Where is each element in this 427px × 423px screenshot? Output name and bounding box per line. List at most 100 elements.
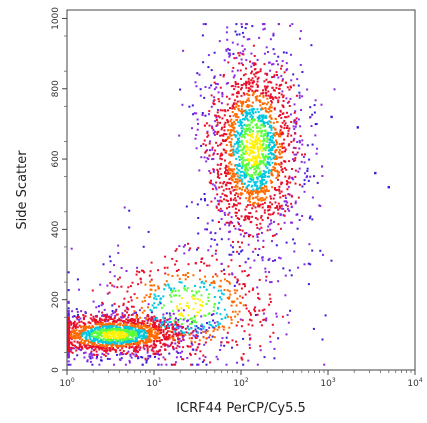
data-point — [252, 126, 255, 129]
data-point — [270, 100, 273, 102]
data-point — [70, 331, 73, 334]
data-point — [211, 219, 214, 222]
data-point — [275, 163, 278, 166]
data-point — [151, 304, 154, 307]
data-point — [122, 328, 125, 331]
data-point — [69, 350, 72, 353]
data-point — [208, 113, 210, 116]
data-point — [236, 217, 239, 220]
data-point — [157, 357, 160, 360]
data-point — [267, 213, 270, 216]
data-point — [256, 233, 259, 236]
data-point — [270, 126, 273, 129]
data-point — [143, 323, 146, 326]
data-point — [263, 80, 266, 83]
data-point — [249, 149, 252, 152]
data-point — [180, 340, 183, 342]
data-point — [163, 266, 166, 269]
data-point — [230, 138, 233, 141]
data-point — [315, 123, 318, 125]
data-point — [260, 145, 263, 148]
data-point — [128, 345, 131, 348]
data-point — [109, 339, 112, 342]
data-point — [76, 326, 79, 329]
data-point — [155, 316, 158, 319]
data-point — [269, 340, 272, 343]
data-point — [264, 154, 267, 157]
data-point — [263, 356, 266, 359]
data-point — [140, 269, 143, 272]
data-point — [298, 167, 301, 170]
data-point — [217, 289, 220, 292]
data-point — [225, 48, 228, 51]
data-point — [137, 344, 140, 347]
data-point — [190, 317, 193, 320]
data-point — [242, 337, 245, 340]
data-point — [141, 311, 144, 314]
data-point — [204, 144, 207, 147]
data-point — [256, 176, 259, 179]
data-point — [146, 345, 149, 348]
data-point — [292, 84, 295, 87]
data-point — [313, 175, 315, 178]
data-point — [154, 295, 157, 298]
data-point — [271, 146, 274, 148]
data-point — [242, 53, 245, 56]
data-point — [262, 120, 265, 123]
data-point — [140, 327, 142, 330]
data-point — [242, 114, 245, 117]
data-point — [232, 176, 235, 179]
data-point — [278, 189, 281, 192]
data-point — [195, 321, 198, 324]
data-point — [91, 289, 94, 292]
data-point — [276, 121, 279, 123]
data-point — [128, 209, 131, 212]
data-point — [128, 320, 131, 323]
data-point — [132, 305, 135, 308]
data-point — [200, 156, 203, 159]
data-point — [230, 145, 233, 148]
data-point — [132, 333, 135, 336]
data-point — [280, 156, 283, 159]
data-point — [149, 270, 152, 273]
data-point — [107, 352, 110, 355]
data-point — [241, 125, 244, 128]
data-point — [293, 119, 296, 122]
data-point — [127, 327, 130, 330]
data-point — [163, 323, 165, 326]
data-point — [248, 152, 251, 155]
data-point — [256, 162, 259, 165]
data-point — [232, 128, 235, 131]
data-point — [78, 318, 81, 321]
data-point — [223, 59, 226, 62]
data-point — [124, 324, 127, 327]
data-point — [103, 353, 106, 356]
data-point — [98, 310, 100, 313]
data-point — [256, 134, 259, 137]
data-point — [243, 283, 246, 286]
data-point — [215, 82, 217, 85]
data-point — [159, 302, 162, 305]
data-point — [244, 208, 247, 211]
data-point — [259, 120, 262, 123]
data-point — [247, 134, 250, 137]
data-point — [256, 147, 259, 150]
data-point — [136, 343, 138, 346]
data-point — [242, 185, 245, 188]
data-point — [76, 346, 79, 349]
data-point — [136, 266, 139, 269]
data-point — [108, 255, 111, 258]
data-point — [107, 322, 110, 325]
data-point — [140, 325, 143, 328]
data-point — [247, 80, 250, 83]
data-point — [243, 82, 246, 85]
data-point — [194, 319, 196, 322]
data-point — [146, 349, 149, 352]
data-point — [246, 147, 249, 150]
data-point — [145, 361, 148, 364]
data-point — [292, 146, 295, 149]
data-point — [99, 327, 102, 330]
data-point — [272, 168, 275, 171]
data-point — [119, 336, 121, 339]
data-point — [268, 143, 271, 146]
